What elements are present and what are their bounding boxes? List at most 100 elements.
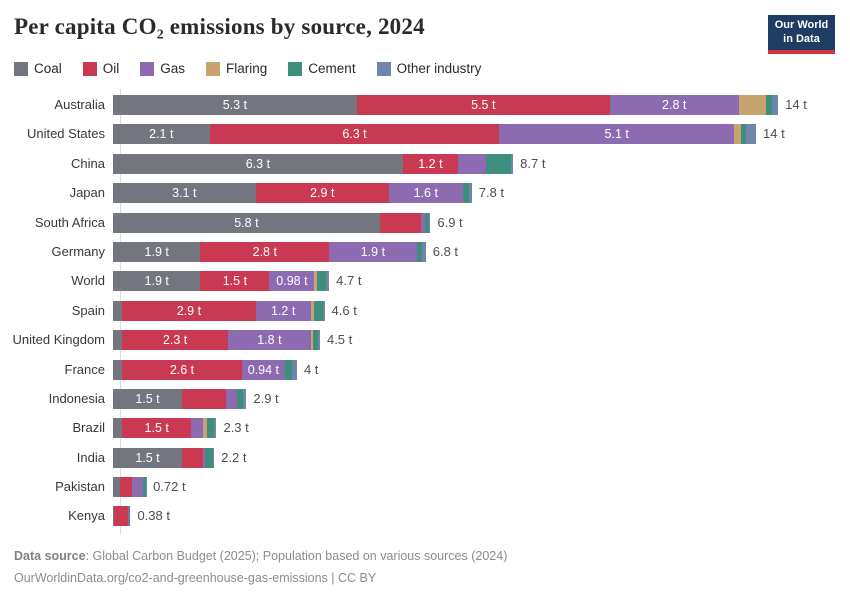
segment-cement[interactable] [285,359,293,380]
segment-coal[interactable] [113,330,123,351]
segment-oil[interactable]: 6.3 t [209,124,500,145]
segment-coal[interactable] [113,506,114,527]
segment-gas[interactable]: 0.94 t [241,359,286,380]
segment-other_industry[interactable] [326,271,330,292]
segment-gas[interactable]: 2.8 t [609,95,739,115]
segment-cement[interactable] [207,418,215,439]
segment-gas[interactable] [225,388,238,409]
legend-item-coal[interactable]: Coal [14,61,62,76]
country-label[interactable]: Indonesia [48,390,105,406]
segment-coal[interactable]: 1.5 t [113,388,182,409]
segment-oil[interactable]: 2.9 t [255,183,389,204]
segment-oil[interactable]: 1.5 t [122,418,192,439]
segment-other_industry[interactable] [214,418,217,439]
segment-flaring[interactable] [202,418,208,439]
segment-cement[interactable] [463,183,469,204]
country-label[interactable]: Japan [69,185,105,201]
segment-cement[interactable] [204,447,213,468]
segment-coal[interactable] [113,300,123,321]
segment-other_industry[interactable] [745,124,757,145]
segment-coal[interactable]: 2.1 t [113,124,210,145]
segment-gas[interactable]: 5.1 t [499,124,734,145]
segment-gas[interactable]: 0.98 t [269,271,315,292]
legend-item-oil[interactable]: Oil [82,61,119,76]
segment-oil[interactable]: 1.5 t [200,271,270,292]
segment-other_industry[interactable] [322,300,325,321]
segment-cement[interactable] [313,300,323,321]
segment-coal[interactable] [113,418,123,439]
segment-cement[interactable] [313,330,318,351]
segment-cement[interactable] [142,477,146,498]
segment-oil[interactable] [182,447,203,468]
segment-oil[interactable] [119,477,132,498]
segment-oil[interactable]: 2.9 t [122,300,256,321]
legend-item-gas[interactable]: Gas [140,61,185,76]
legend-item-flaring[interactable]: Flaring [206,61,267,76]
segment-gas[interactable] [421,212,425,233]
segment-cement[interactable] [417,241,422,262]
country-label[interactable]: United Kingdom [12,332,106,348]
segment-cement[interactable] [740,124,746,145]
country-label[interactable]: China [71,155,105,171]
segment-cement[interactable] [766,95,773,115]
segment-coal[interactable] [113,359,123,380]
country-label[interactable]: World [71,273,105,289]
segment-oil[interactable]: 2.8 t [200,241,330,262]
segment-coal[interactable]: 1.5 t [113,447,182,468]
segment-gas[interactable]: 1.2 t [255,300,311,321]
segment-other_industry[interactable] [772,95,779,115]
segment-gas[interactable] [191,418,203,439]
segment-oil[interactable] [182,388,226,409]
segment-cement[interactable] [486,153,512,174]
country-label[interactable]: Australia [54,97,105,112]
legend-item-cement[interactable]: Cement [288,61,356,76]
country-label[interactable]: Kenya [68,508,105,524]
segment-other_industry[interactable] [212,447,215,468]
country-label[interactable]: Brazil [72,420,105,436]
segment-other_industry[interactable] [429,212,431,233]
segment-coal[interactable]: 5.8 t [113,212,380,233]
country-label[interactable]: South Africa [34,214,105,230]
segment-flaring[interactable] [310,330,314,351]
segment-flaring[interactable] [310,300,314,321]
segment-other_industry[interactable] [317,330,320,351]
segment-coal[interactable]: 1.9 t [113,241,201,262]
segment-gas[interactable] [202,447,205,468]
country-label[interactable]: Pakistan [55,479,105,495]
segment-other_industry[interactable] [292,359,297,380]
segment-gas[interactable]: 1.9 t [329,241,417,262]
country-label[interactable]: France [64,361,105,377]
segment-oil[interactable] [113,506,129,527]
segment-oil[interactable]: 1.2 t [402,153,458,174]
segment-coal[interactable]: 6.3 t [113,153,403,174]
segment-gas[interactable] [131,477,143,498]
segment-coal[interactable] [113,477,120,498]
segment-gas[interactable]: 1.8 t [227,330,311,351]
segment-coal[interactable]: 3.1 t [113,183,256,204]
segment-other_industry[interactable] [511,153,514,174]
segment-oil[interactable]: 2.3 t [122,330,228,351]
segment-other_industry[interactable] [242,388,247,409]
segment-coal[interactable]: 1.9 t [113,271,201,292]
legend-item-other_industry[interactable]: Other industry [376,61,481,76]
segment-oil[interactable]: 5.5 t [356,95,610,115]
segment-gas[interactable]: 1.6 t [388,183,463,204]
segment-cement[interactable] [237,388,243,409]
segment-flaring[interactable] [733,124,741,145]
owid-url-link[interactable]: OurWorldinData.org/co2-and-greenhouse-ga… [14,570,377,585]
segment-oil[interactable] [379,212,422,233]
segment-cement[interactable] [128,506,131,527]
segment-other_industry[interactable] [421,241,426,262]
segment-cement[interactable] [317,271,327,292]
segment-flaring[interactable] [738,95,767,115]
country-label[interactable]: India [76,449,105,465]
country-label[interactable]: Germany [51,243,105,259]
segment-oil[interactable]: 2.6 t [122,359,242,380]
segment-coal[interactable]: 5.3 t [113,95,357,115]
segment-flaring[interactable] [314,271,318,292]
country-label[interactable]: United States [26,126,105,142]
country-label[interactable]: Spain [71,302,105,318]
segment-other_industry[interactable] [469,183,472,204]
segment-gas[interactable] [457,153,486,174]
segment-cement[interactable] [424,212,430,233]
